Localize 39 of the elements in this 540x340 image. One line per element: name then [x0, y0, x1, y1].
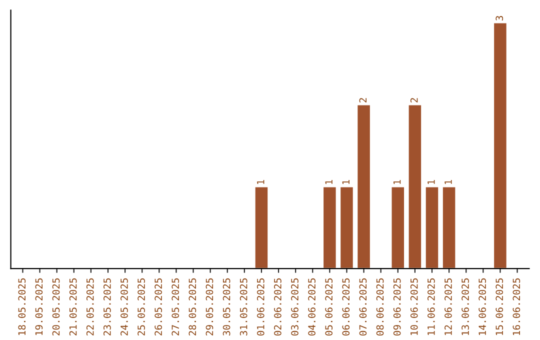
x-tick-label: 22.05.2025	[86, 278, 94, 336]
data-label: 2	[359, 98, 366, 102]
x-tick-label: 24.05.2025	[120, 278, 128, 336]
x-tick-label: 25.05.2025	[138, 278, 145, 336]
x-tick-label: 06.06.2025	[342, 278, 350, 336]
x-tick-label: 11.06.2025	[427, 278, 435, 335]
data-label: 1	[257, 180, 264, 184]
x-tick-label: 30.05.2025	[222, 278, 230, 336]
x-tick-label: 21.05.2025	[69, 278, 77, 336]
x-tick-label: 16.06.2025	[512, 278, 520, 335]
x-tick-label: 28.05.2025	[188, 278, 196, 336]
x-tick-label: 05.06.2025	[325, 278, 333, 336]
x-tick-label: 18.05.2025	[18, 278, 26, 335]
data-label: 3	[496, 16, 504, 20]
data-label: 2	[410, 98, 418, 102]
x-tick-label: 26.05.2025	[154, 278, 162, 336]
data-label: 1	[444, 180, 452, 184]
x-tick-label: 20.05.2025	[52, 278, 60, 336]
data-label: 1	[428, 180, 435, 184]
x-tick-label: 08.06.2025	[376, 278, 384, 336]
x-tick-label: 09.06.2025	[393, 278, 401, 336]
x-tick-label: 14.06.2025	[478, 278, 486, 335]
x-tick-label: 01.06.2025	[256, 278, 264, 336]
x-tick-label: 13.06.2025	[462, 278, 469, 335]
data-label: 1	[394, 180, 401, 184]
x-tick-label: 27.05.2025	[172, 278, 180, 336]
data-label: 1	[325, 180, 332, 184]
x-tick-label: 02.06.2025	[274, 278, 282, 336]
x-tick-label: 31.05.2025	[240, 278, 248, 336]
x-tick-label: 04.06.2025	[308, 278, 316, 336]
x-tick-label: 07.06.2025	[359, 278, 367, 336]
x-tick-label: 23.05.2025	[103, 278, 111, 336]
x-tick-label: 12.06.2025	[444, 278, 452, 335]
x-tick-label: 15.06.2025	[496, 278, 504, 335]
x-tick-label: 03.06.2025	[291, 278, 298, 336]
x-tick-label: 10.06.2025	[410, 278, 418, 335]
x-tick-label: 19.05.2025	[35, 278, 43, 335]
x-tick-label: 29.05.2025	[206, 278, 214, 336]
data-label: 1	[342, 180, 350, 184]
